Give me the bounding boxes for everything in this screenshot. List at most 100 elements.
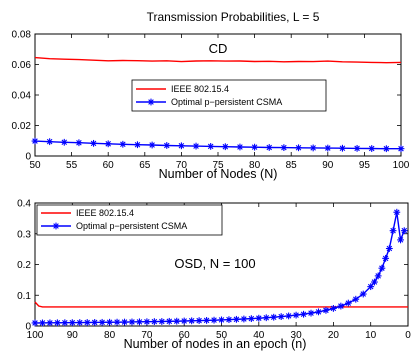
bottom-optimal-point [385,245,393,252]
bottom-xtick-label: 50 [216,330,228,341]
top-optimal-point [397,145,405,153]
top-ticks: 50 55 60 65 70 75 80 85 90 95 100 0 0.02 0.04 0.06 0.08 [12,30,410,172]
bottom-optimal-point [378,264,386,272]
top-optimal-point [368,145,376,152]
bottom-legend-optimal-marker [52,222,60,230]
top-series-group [31,56,405,153]
bottom-annotation: OSD, N = 100 [174,256,255,271]
bottom-optimal-point [98,318,106,326]
top-ytick-label: 0.04 [12,91,32,102]
top-xtick-label: 55 [66,160,78,171]
bottom-legend-box [36,204,223,236]
bottom-optimal-point [397,236,404,244]
top-optimal-point [265,144,273,151]
bottom-optimal-point [285,312,293,320]
bottom-optimal-point [371,278,378,286]
top-xtick-label: 60 [103,160,115,171]
top-legend-optimal-marker [147,98,155,106]
bottom-optimal-point [203,317,210,324]
top-optimal-point [163,142,171,149]
bottom-optimal-point [195,317,203,325]
bottom-optimal-point [382,254,390,262]
top-legend-box [131,79,327,112]
bottom-optimal-point [277,313,285,320]
bottom-optimal-point [344,299,352,307]
bottom-optimal-point [158,318,166,325]
bottom-xtick-label: 70 [141,330,153,341]
bottom-optimal-point [136,318,143,326]
bottom-optimal-point [53,319,61,327]
top-optimal-point [148,141,156,149]
bottom-optimal-point [121,318,128,326]
bottom-optimal-point [150,318,158,326]
top-legend-optimal-label: Optimal p−persistent CSMA [171,97,282,107]
bottom-optimal-point [76,319,84,326]
top-optimal-point [251,143,258,151]
bottom-optimal-point [165,317,173,325]
bottom-optimal-point [352,295,360,303]
bottom-optimal-point [106,318,113,326]
top-optimal-point [46,138,54,146]
bottom-optimal-point [330,305,337,312]
bottom-optimal-point [270,313,278,321]
bottom-ytick-label: 0.2 [17,260,31,271]
bottom-optimal-point [307,309,315,317]
top-x-axis-label: Number of Nodes (N) [159,167,278,181]
bottom-optimal-point [292,311,300,319]
bottom-optimal-point [300,310,307,318]
bottom-xtick-label: 90 [67,330,79,341]
top-optimal-point [309,144,317,152]
bottom-xtick-label: 40 [253,330,265,341]
top-optimal-point [60,138,68,146]
top-optimal-point [134,141,141,149]
top-series-ieee-line [34,56,402,64]
top-xtick-label: 70 [176,160,188,171]
top-optimal-point [280,144,288,152]
bottom-xtick-label: 80 [104,330,116,341]
bottom-legend-ieee-label: IEEE 802.15.4 [76,208,134,218]
bottom-optimal-point [389,227,397,235]
bottom-optimal-point [359,290,367,298]
top-optimal-point [221,143,229,151]
top-xtick-label: 95 [359,160,371,171]
figure-title: Transmission Probabilities, L = 5 [147,10,320,24]
bottom-xtick-label: 100 [27,330,44,341]
bottom-optimal-point [61,319,69,327]
bottom-optimal-point [255,314,263,322]
bottom-ticks: 100 90 80 70 60 50 40 30 20 10 000.10.20.30.4 [17,199,411,342]
top-optimal-point [353,144,361,152]
bottom-legend-optimal-label: Optimal p−persistent CSMA [76,221,187,231]
bottom-optimal-point [337,302,345,310]
bottom-optimal-point [393,208,401,216]
bottom-optimal-point [240,315,248,323]
top-ytick-label: 0.02 [12,121,32,132]
top-optimal-point [339,144,346,152]
bottom-optimal-point [400,227,408,235]
top-ytick-label: 0 [25,152,31,163]
top-optimal-point [119,140,127,148]
top-chart-panel: 50 55 60 65 70 75 80 85 90 95 100 0 0.02 0.04 0.06 0.08… [12,30,410,182]
bottom-optimal-point [367,283,375,291]
bottom-ytick-label: 0 [25,322,31,333]
bottom-legend: IEEE 802.15.4 Optimal p−persistent CSMA [36,204,223,236]
top-ytick-label: 0.06 [12,60,32,71]
top-xtick-label: 90 [322,160,334,171]
top-legend-star [147,98,155,106]
bottom-optimal-point [31,319,39,327]
top-xtick-label: 85 [286,160,298,171]
top-optimal-point [31,137,39,145]
top-legend: IEEE 802.15.4 Optimal p−persistent CSMA [131,79,327,112]
bottom-optimal-point [322,306,330,314]
top-xtick-label: 100 [393,160,410,171]
bottom-optimal-point [68,319,76,327]
bottom-ytick-label: 0.3 [17,229,31,240]
top-optimal-point [207,142,215,150]
bottom-optimal-point [39,319,46,327]
bottom-legend-star [52,222,60,230]
top-xtick-label: 65 [139,160,151,171]
bottom-optimal-point [113,318,121,326]
top-annotation: CD [209,41,228,56]
bottom-optimal-point [374,272,382,280]
bottom-optimal-point [83,319,91,326]
